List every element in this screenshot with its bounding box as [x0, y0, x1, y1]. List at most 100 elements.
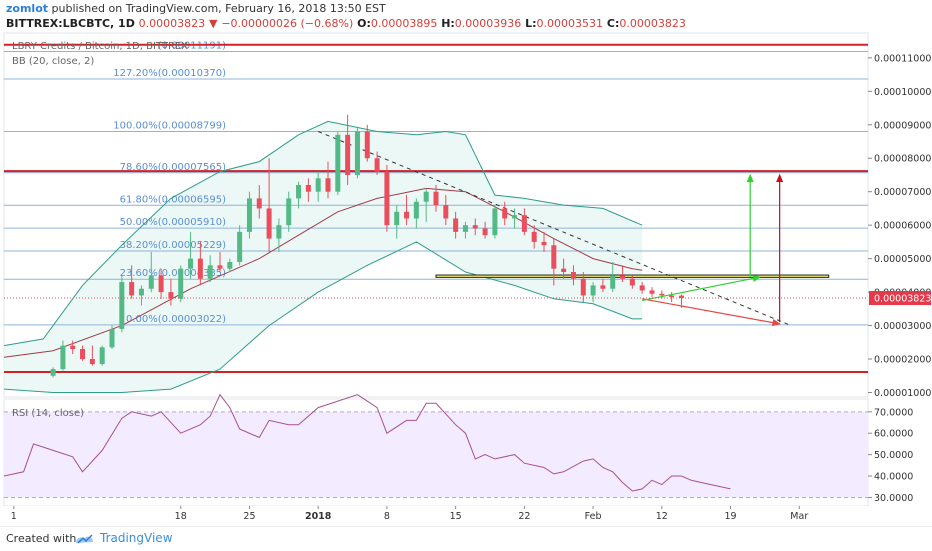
- y-tick-label: 0.00002000: [874, 355, 931, 366]
- rsi-line: [3, 393, 731, 492]
- author-link[interactable]: zomlot: [6, 2, 49, 15]
- candle[interactable]: [580, 278, 586, 296]
- candle[interactable]: [197, 258, 203, 279]
- candle[interactable]: [227, 261, 233, 269]
- tradingview-logo-icon[interactable]: [74, 532, 96, 546]
- candle[interactable]: [217, 265, 223, 269]
- candle[interactable]: [246, 198, 252, 232]
- candle[interactable]: [433, 191, 439, 206]
- candle[interactable]: [512, 215, 518, 219]
- rsi-tick-label: 30.0000: [874, 493, 913, 504]
- candle[interactable]: [364, 131, 370, 159]
- last-price-tag-label: 0.00003823: [874, 294, 931, 305]
- candle[interactable]: [168, 292, 174, 299]
- candle[interactable]: [374, 158, 380, 172]
- candle[interactable]: [70, 345, 76, 349]
- candle[interactable]: [325, 178, 331, 192]
- rsi-tick-label: 70.0000: [874, 407, 913, 418]
- candle[interactable]: [521, 215, 527, 232]
- candle[interactable]: [335, 134, 341, 192]
- tradingview-brand[interactable]: TradingView: [100, 531, 173, 545]
- downtrend-line[interactable]: [317, 131, 790, 326]
- candle[interactable]: [296, 185, 302, 199]
- candle[interactable]: [620, 275, 626, 279]
- candle[interactable]: [276, 225, 282, 239]
- low-label: L:: [525, 17, 537, 30]
- candle[interactable]: [315, 178, 321, 192]
- x-tick-label: 12: [656, 511, 668, 522]
- candle[interactable]: [256, 198, 262, 209]
- candle[interactable]: [119, 282, 125, 329]
- rsi-band: [4, 411, 868, 498]
- candle[interactable]: [531, 231, 537, 242]
- candle[interactable]: [443, 205, 449, 219]
- rsi-tick-label: 40.0000: [874, 472, 913, 483]
- candle[interactable]: [639, 285, 645, 291]
- candle[interactable]: [207, 265, 213, 279]
- y-tick-label: 0.00010000: [874, 87, 931, 98]
- candle[interactable]: [60, 345, 66, 370]
- symbol-line: BITTREX:LBCBTC, 1D 0.00003823 ▼ −0.00000…: [6, 17, 686, 30]
- candle[interactable]: [629, 278, 635, 286]
- candle[interactable]: [649, 290, 655, 294]
- price-change: −0.00000026 (−0.68%): [221, 17, 354, 30]
- bb-indicator-label: BB (20, close, 2): [12, 56, 94, 67]
- projection-arrow[interactable]: [642, 298, 781, 327]
- candle[interactable]: [237, 231, 243, 262]
- candle[interactable]: [345, 134, 351, 175]
- candle[interactable]: [109, 328, 115, 348]
- y-tick-label: 0.00008000: [874, 154, 931, 165]
- y-tick-label: 0.00007000: [874, 187, 931, 198]
- symbol-label[interactable]: BITTREX:LBCBTC, 1D: [6, 17, 135, 30]
- x-tick-label: Mar: [790, 511, 808, 522]
- candle[interactable]: [129, 282, 135, 296]
- candle[interactable]: [453, 218, 459, 232]
- y-tick-label: 0.00005000: [874, 254, 931, 265]
- candle[interactable]: [50, 369, 56, 376]
- candle[interactable]: [80, 348, 86, 360]
- candle[interactable]: [138, 288, 144, 296]
- candle[interactable]: [148, 275, 154, 289]
- candle[interactable]: [423, 191, 429, 202]
- candle[interactable]: [561, 268, 567, 273]
- fib-level-label: 100.00%(0.00008799): [113, 121, 226, 132]
- candle[interactable]: [99, 347, 105, 365]
- candle[interactable]: [659, 293, 665, 296]
- candle[interactable]: [188, 258, 194, 269]
- candle[interactable]: [482, 228, 488, 236]
- candlestick-chart[interactable]: (0.00011191) 127.20%(0.00010370) 100.00%(0…: [0, 32, 932, 526]
- candle[interactable]: [404, 211, 410, 219]
- x-tick-label: 8: [384, 511, 390, 522]
- candle[interactable]: [286, 198, 292, 226]
- candle[interactable]: [669, 295, 675, 298]
- candle[interactable]: [492, 208, 498, 236]
- published-text: published on TradingView.com, February 1…: [51, 2, 386, 15]
- candle[interactable]: [89, 359, 95, 365]
- candle[interactable]: [394, 211, 400, 226]
- candle[interactable]: [266, 208, 272, 239]
- close-label: C:: [606, 17, 620, 30]
- candle[interactable]: [472, 225, 478, 229]
- candle[interactable]: [502, 208, 508, 219]
- x-tick-label: 2018: [305, 511, 332, 522]
- projection-arrow[interactable]: [642, 274, 762, 302]
- candle[interactable]: [158, 275, 164, 293]
- candle[interactable]: [413, 201, 419, 219]
- candle[interactable]: [600, 285, 606, 289]
- candle[interactable]: [305, 185, 311, 192]
- candle[interactable]: [551, 245, 557, 269]
- last-price-tag: [869, 291, 931, 306]
- candle[interactable]: [354, 131, 360, 175]
- candle[interactable]: [541, 241, 547, 246]
- candle[interactable]: [610, 275, 616, 289]
- chart-header: zomlot published on TradingView.com, Feb…: [0, 0, 932, 32]
- candle[interactable]: [178, 268, 184, 299]
- candle[interactable]: [570, 272, 576, 279]
- y-tick-label: 0.00001000: [874, 388, 931, 399]
- candle[interactable]: [678, 295, 684, 299]
- candle[interactable]: [590, 285, 596, 296]
- candle[interactable]: [462, 225, 468, 232]
- candle[interactable]: [384, 171, 390, 226]
- time-axis[interactable]: [4, 506, 868, 524]
- y-tick-label: 0.00003000: [874, 321, 931, 332]
